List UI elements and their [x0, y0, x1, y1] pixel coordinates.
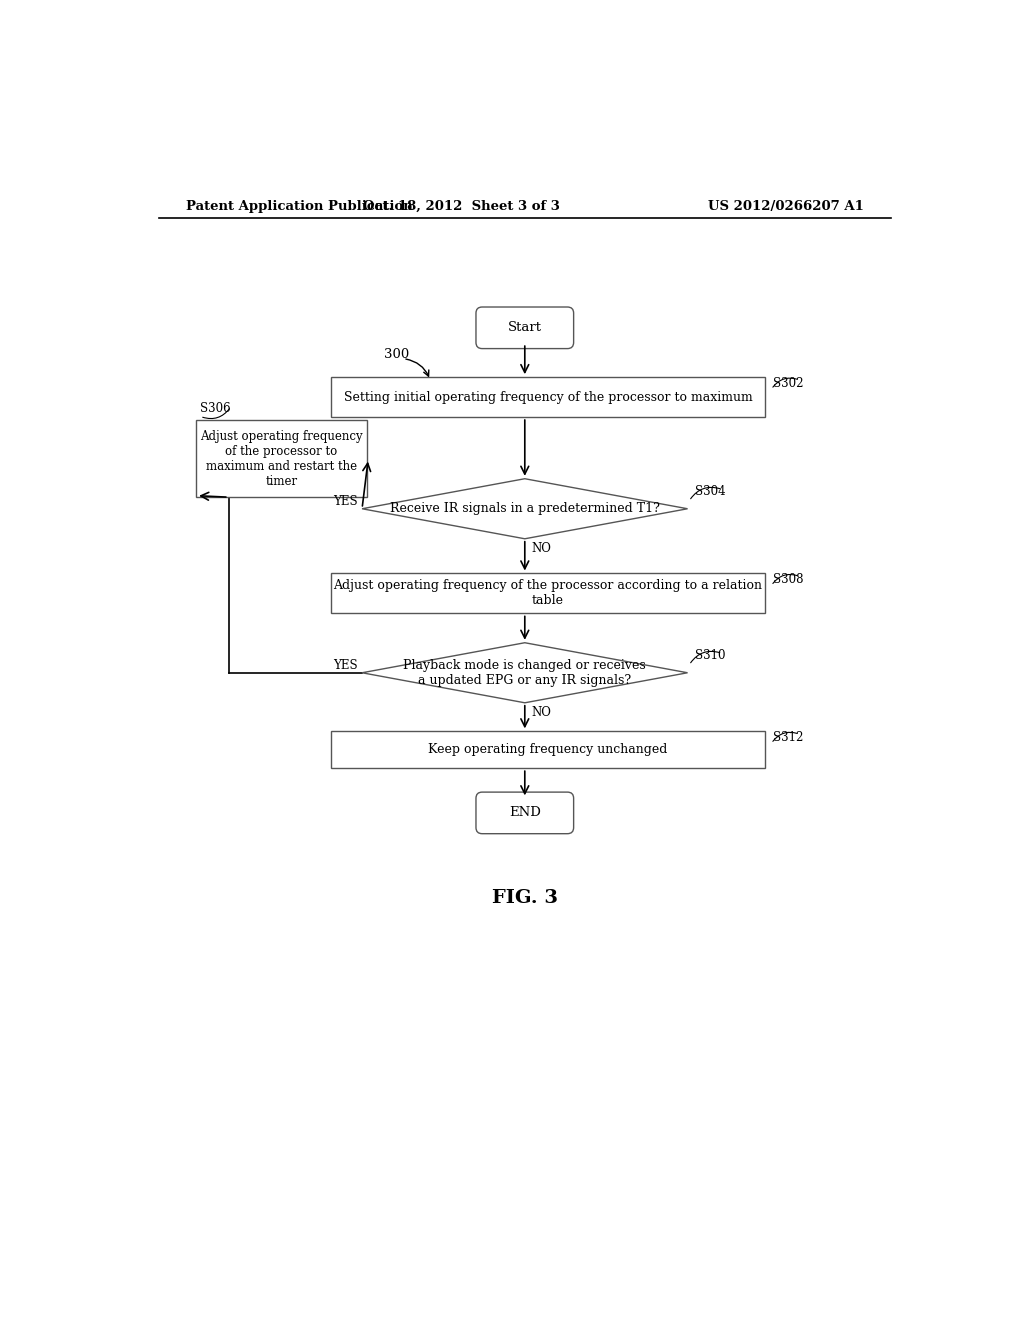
FancyBboxPatch shape: [331, 378, 765, 417]
FancyBboxPatch shape: [331, 731, 765, 768]
Polygon shape: [362, 479, 687, 539]
FancyBboxPatch shape: [476, 308, 573, 348]
Polygon shape: [362, 643, 687, 702]
Text: S306: S306: [200, 403, 230, 416]
Text: END: END: [509, 807, 541, 820]
FancyBboxPatch shape: [476, 792, 573, 834]
Text: NO: NO: [531, 541, 551, 554]
Text: S310: S310: [695, 649, 726, 663]
Text: Receive IR signals in a predetermined T1?: Receive IR signals in a predetermined T1…: [390, 502, 659, 515]
Text: US 2012/0266207 A1: US 2012/0266207 A1: [709, 199, 864, 213]
Text: Setting initial operating frequency of the processor to maximum: Setting initial operating frequency of t…: [344, 391, 753, 404]
Text: Adjust operating frequency of the processor according to a relation
table: Adjust operating frequency of the proces…: [334, 579, 763, 607]
Text: Keep operating frequency unchanged: Keep operating frequency unchanged: [428, 743, 668, 756]
Text: Start: Start: [508, 321, 542, 334]
Text: 300: 300: [384, 348, 409, 362]
Text: Oct. 18, 2012  Sheet 3 of 3: Oct. 18, 2012 Sheet 3 of 3: [362, 199, 560, 213]
FancyBboxPatch shape: [197, 420, 367, 498]
FancyBboxPatch shape: [331, 573, 765, 614]
Text: Adjust operating frequency
of the processor to
maximum and restart the
timer: Adjust operating frequency of the proces…: [200, 430, 362, 487]
Text: YES: YES: [334, 495, 358, 508]
Text: Patent Application Publication: Patent Application Publication: [186, 199, 413, 213]
Text: YES: YES: [334, 659, 358, 672]
Text: Playback mode is changed or receives
a updated EPG or any IR signals?: Playback mode is changed or receives a u…: [403, 659, 646, 686]
Text: S312: S312: [773, 731, 803, 744]
Text: S304: S304: [695, 486, 726, 499]
Text: S308: S308: [773, 573, 803, 586]
Text: S302: S302: [773, 376, 803, 389]
Text: FIG. 3: FIG. 3: [492, 888, 558, 907]
Text: NO: NO: [531, 705, 551, 718]
